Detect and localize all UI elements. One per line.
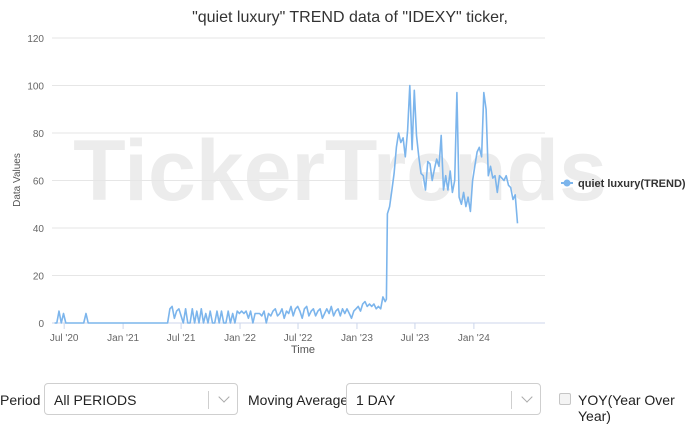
y-tick-label: 100 xyxy=(27,82,44,93)
period-select-value: All PERIODS xyxy=(54,392,137,408)
y-axis-label: Data Values xyxy=(12,153,23,207)
x-tick-label: Jan '24 xyxy=(458,333,490,344)
controls-bar: Period All PERIODS Moving Average 1 DAY … xyxy=(0,383,700,424)
x-axis-label: Time xyxy=(291,344,315,356)
x-tick-label: Jul '22 xyxy=(284,333,313,344)
y-tick-label: 20 xyxy=(33,272,45,283)
moving-average-label: Moving Average xyxy=(248,392,349,408)
x-tick-label: Jul '23 xyxy=(401,333,430,344)
series-line xyxy=(54,84,519,324)
x-tick-label: Jan '23 xyxy=(341,333,373,344)
select-separator xyxy=(208,391,209,409)
moving-average-select[interactable]: 1 DAY xyxy=(346,383,541,415)
select-separator xyxy=(511,391,512,409)
y-tick-label: 0 xyxy=(38,319,44,330)
x-tick-label: Jan '21 xyxy=(107,333,139,344)
legend[interactable]: quiet luxury(TREND) xyxy=(561,178,686,190)
y-tick-label: 60 xyxy=(33,177,45,188)
legend-item-label: quiet luxury(TREND) xyxy=(578,178,686,190)
moving-average-select-value: 1 DAY xyxy=(356,392,396,408)
grid-lines xyxy=(52,37,545,276)
y-tick-label: 120 xyxy=(27,34,44,45)
chevron-down-icon xyxy=(521,391,533,403)
legend-point-marker xyxy=(563,179,571,187)
trend-chart: TickerTrends 0 20 40 60 80 100 120 Jul '20 Jan '… xyxy=(12,9,686,356)
x-tick-label: Jul '21 xyxy=(167,333,196,344)
series-layer xyxy=(54,84,519,324)
x-tick-label: Jul '20 xyxy=(50,333,79,344)
y-tick-label: 80 xyxy=(33,129,45,140)
period-select[interactable]: All PERIODS xyxy=(44,383,238,415)
yoy-label: YOY(Year Over Year) xyxy=(578,392,675,424)
yoy-checkbox[interactable] xyxy=(559,393,571,405)
chevron-down-icon xyxy=(218,391,230,403)
chart-title: "quiet luxury" TREND data of "IDEXY" tic… xyxy=(192,9,508,26)
y-tick-label: 40 xyxy=(33,224,45,235)
chart-canvas: TickerTrends 0 20 40 60 80 100 120 Jul '20 Jan '… xyxy=(12,9,686,356)
x-tick-label: Jan '22 xyxy=(224,333,256,344)
watermark: TickerTrends xyxy=(73,123,607,219)
period-label: Period xyxy=(0,392,41,408)
